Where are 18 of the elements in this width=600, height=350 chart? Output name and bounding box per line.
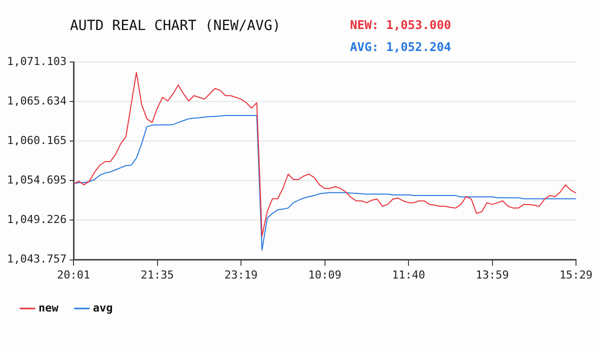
text: AVG: 1,052.204 — [350, 40, 452, 54]
y-tick-label: 1,071.103 — [6, 54, 67, 68]
y-tick-label: 1,054.695 — [6, 174, 67, 187]
y-tick-label: 1,060.165 — [6, 134, 67, 147]
x-tick-label: 23:19 — [224, 268, 258, 282]
y-tick-label: 1,065.634 — [6, 94, 67, 108]
x-tick-label: 15:29 — [559, 268, 593, 282]
x-tick-label: 11:40 — [392, 268, 426, 282]
text: NEW: 1,053.000 — [350, 18, 452, 32]
y-tick-label: 1,043.757 — [6, 252, 67, 266]
legend-label: new — [38, 301, 59, 314]
x-tick-label: 21:35 — [140, 268, 174, 282]
x-tick-label: 20:01 — [57, 268, 90, 282]
y-tick-label: 1,049.226 — [6, 213, 67, 226]
legend-label: avg — [92, 301, 113, 314]
x-tick-label: 13:59 — [476, 268, 509, 282]
chart-title: AUTD REAL CHART (NEW/AVG) — [70, 18, 281, 34]
x-tick-label: 10:09 — [308, 268, 342, 282]
